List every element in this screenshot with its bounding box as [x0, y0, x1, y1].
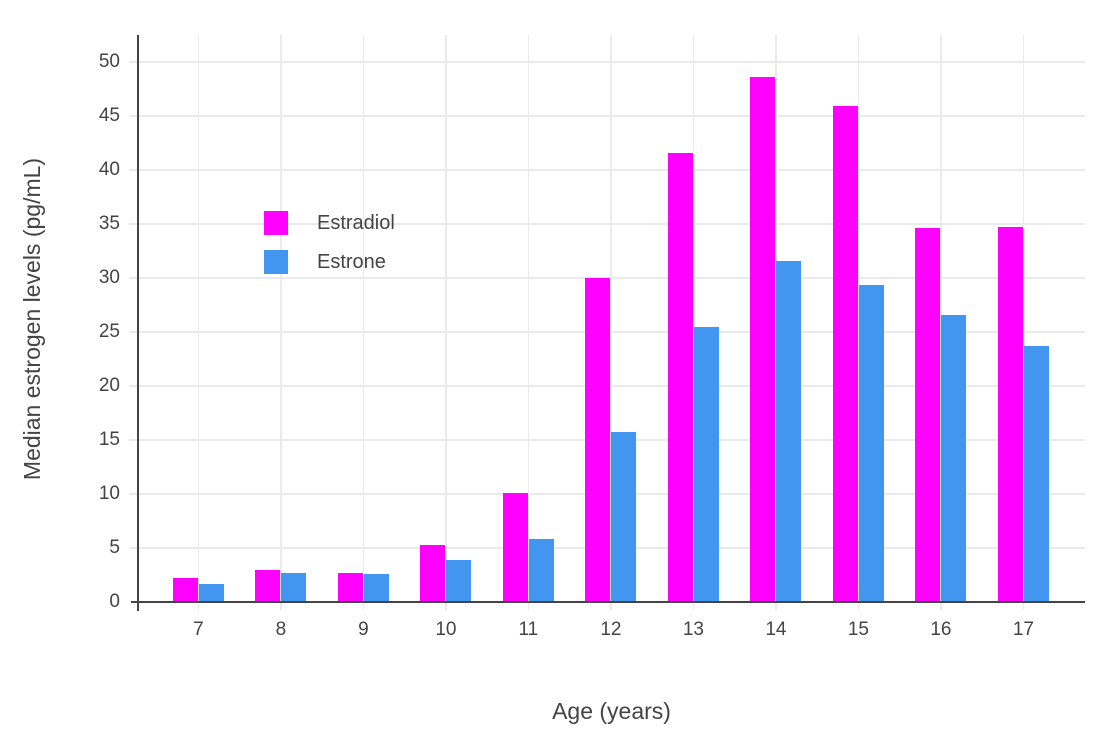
bar-estradiol-age-10[interactable]: [420, 544, 446, 602]
legend-item-estradiol[interactable]: Estradiol: [264, 211, 395, 235]
bar-estrone-age-9[interactable]: [363, 573, 389, 602]
bar-estradiol-age-17[interactable]: [997, 227, 1023, 602]
x-tick-label-7: 7: [193, 619, 204, 640]
y-axis-tick-30: [129, 277, 137, 279]
bar-estradiol-age-14[interactable]: [750, 77, 776, 602]
bar-estradiol-age-8[interactable]: [255, 569, 281, 602]
v-gridline-16: [940, 35, 942, 602]
v-gridline-15: [857, 35, 860, 602]
x-axis-tick-16: [940, 602, 942, 610]
bar-estradiol-age-13[interactable]: [667, 152, 693, 602]
bar-estrone-age-13[interactable]: [693, 326, 719, 602]
bar-estrone-age-7[interactable]: [198, 583, 224, 602]
bar-estradiol-age-16[interactable]: [915, 228, 941, 602]
y-tick-label-20: 20: [98, 375, 120, 396]
y-tick-label-5: 5: [109, 537, 120, 558]
v-gridline-10: [445, 35, 447, 602]
y-axis-tick-10: [129, 493, 137, 495]
y-axis-tick-35: [129, 223, 137, 225]
x-axis-tick-17: [1022, 602, 1025, 610]
x-tick-label-17: 17: [1012, 619, 1034, 640]
estradiol-legend-swatch: [264, 211, 288, 235]
bar-estradiol-age-12[interactable]: [585, 278, 611, 602]
x-axis-tick-14: [775, 602, 777, 610]
bar-estrone-age-15[interactable]: [858, 284, 884, 602]
y-tick-label-40: 40: [98, 159, 120, 180]
bar-estrone-age-10[interactable]: [446, 559, 472, 602]
bar-estradiol-age-7[interactable]: [172, 578, 198, 602]
v-gridline-8: [280, 35, 282, 602]
y-axis-tick-15: [129, 439, 137, 441]
y-tick-label-25: 25: [98, 321, 120, 342]
v-gridline-17: [1022, 35, 1025, 602]
legend-item-estrone[interactable]: Estrone: [264, 250, 395, 274]
bar-estrone-age-11[interactable]: [528, 539, 554, 602]
x-axis-tick-12: [610, 602, 612, 610]
y-axis-line: [136, 35, 139, 611]
x-axis-tick-15: [857, 602, 860, 610]
estradiol-legend-label: Estradiol: [317, 211, 395, 234]
x-tick-label-13: 13: [682, 619, 704, 640]
y-axis-tick-20: [129, 385, 137, 387]
y-axis-tick-40: [129, 169, 137, 171]
v-gridline-9: [362, 35, 365, 602]
x-tick-label-15: 15: [847, 619, 869, 640]
plot-area: [138, 35, 1085, 602]
y-tick-label-0: 0: [109, 591, 120, 612]
y-axis-tick-5: [129, 547, 137, 549]
x-tick-label-16: 16: [930, 619, 952, 640]
y-tick-label-35: 35: [98, 213, 120, 234]
v-gridline-14: [775, 35, 777, 602]
y-tick-label-45: 45: [98, 105, 120, 126]
v-gridline-13: [692, 35, 695, 602]
x-axis-line: [131, 600, 1085, 603]
v-gridline-12: [610, 35, 612, 602]
bar-estrone-age-12[interactable]: [611, 432, 637, 602]
x-axis-tick-13: [692, 602, 695, 610]
y-axis-tick-45: [129, 115, 137, 117]
x-axis-tick-7: [197, 602, 200, 610]
bar-estrone-age-17[interactable]: [1023, 346, 1049, 602]
bar-estradiol-age-11[interactable]: [502, 492, 528, 602]
x-axis-tick-10: [445, 602, 447, 610]
bar-estrone-age-8[interactable]: [281, 572, 307, 602]
y-tick-label-15: 15: [98, 429, 120, 450]
x-tick-label-10: 10: [435, 619, 457, 640]
y-tick-label-30: 30: [98, 267, 120, 288]
estrone-legend-swatch: [264, 250, 288, 274]
legend: Estradiol Estrone: [264, 211, 395, 289]
x-tick-label-9: 9: [358, 619, 369, 640]
y-tick-label-10: 10: [98, 483, 120, 504]
x-axis-tick-11: [527, 602, 530, 610]
bar-estrone-age-16[interactable]: [941, 314, 967, 602]
v-gridline-7: [197, 35, 200, 602]
x-axis-tick-8: [280, 602, 282, 610]
bar-estradiol-age-15[interactable]: [832, 106, 858, 602]
x-axis-title: Age (years): [552, 698, 671, 724]
x-tick-label-12: 12: [600, 619, 622, 640]
x-tick-label-8: 8: [275, 619, 287, 640]
bar-estrone-age-14[interactable]: [776, 260, 802, 602]
estrone-legend-label: Estrone: [317, 250, 386, 273]
x-axis-tick-9: [362, 602, 365, 610]
bar-estradiol-age-9[interactable]: [337, 572, 363, 602]
y-axis-tick-50: [129, 61, 137, 63]
y-axis-title: Median estrogen levels (pg/mL): [19, 157, 45, 481]
x-tick-label-14: 14: [765, 619, 787, 640]
x-tick-label-11: 11: [518, 619, 539, 640]
y-axis-tick-25: [129, 331, 137, 333]
y-tick-label-50: 50: [98, 51, 120, 72]
v-gridline-11: [527, 35, 530, 602]
